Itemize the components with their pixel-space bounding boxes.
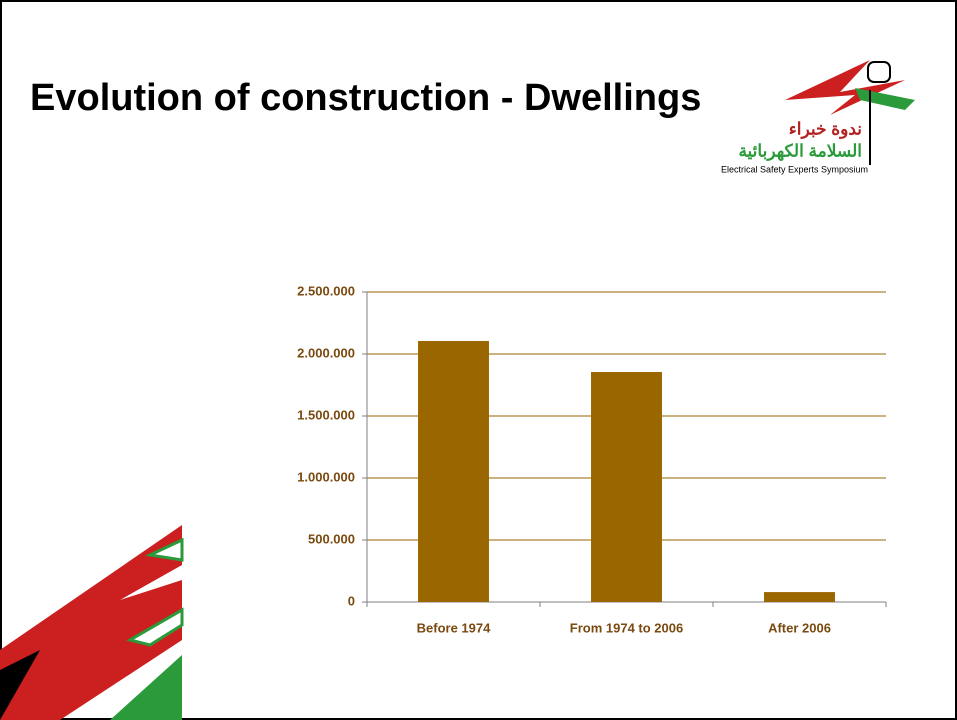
logo-text: Electrical Safety Experts Symposium	[721, 164, 868, 174]
y-tick-label: 0	[348, 593, 355, 608]
slide-title: Evolution of construction - Dwellings	[30, 77, 701, 119]
y-tick-label: 2.500.000	[297, 283, 355, 298]
x-tick-label: After 2006	[768, 620, 831, 635]
y-tick-label: 2.000.000	[297, 345, 355, 360]
bar	[764, 592, 835, 602]
bar	[418, 341, 489, 602]
x-tick-label: Before 1974	[417, 620, 491, 635]
slide: Evolution of construction - Dwellings ند…	[0, 0, 957, 720]
y-tick-label: 1.500.000	[297, 407, 355, 422]
x-tick-label: From 1974 to 2006	[570, 620, 683, 635]
bar	[591, 372, 662, 602]
y-tick-label: 500.000	[308, 531, 355, 546]
y-tick-label: 1.000.000	[297, 469, 355, 484]
logo-text: ندوة خبراء	[789, 119, 862, 139]
logo-text: السلامة الكهربائية	[738, 141, 862, 161]
